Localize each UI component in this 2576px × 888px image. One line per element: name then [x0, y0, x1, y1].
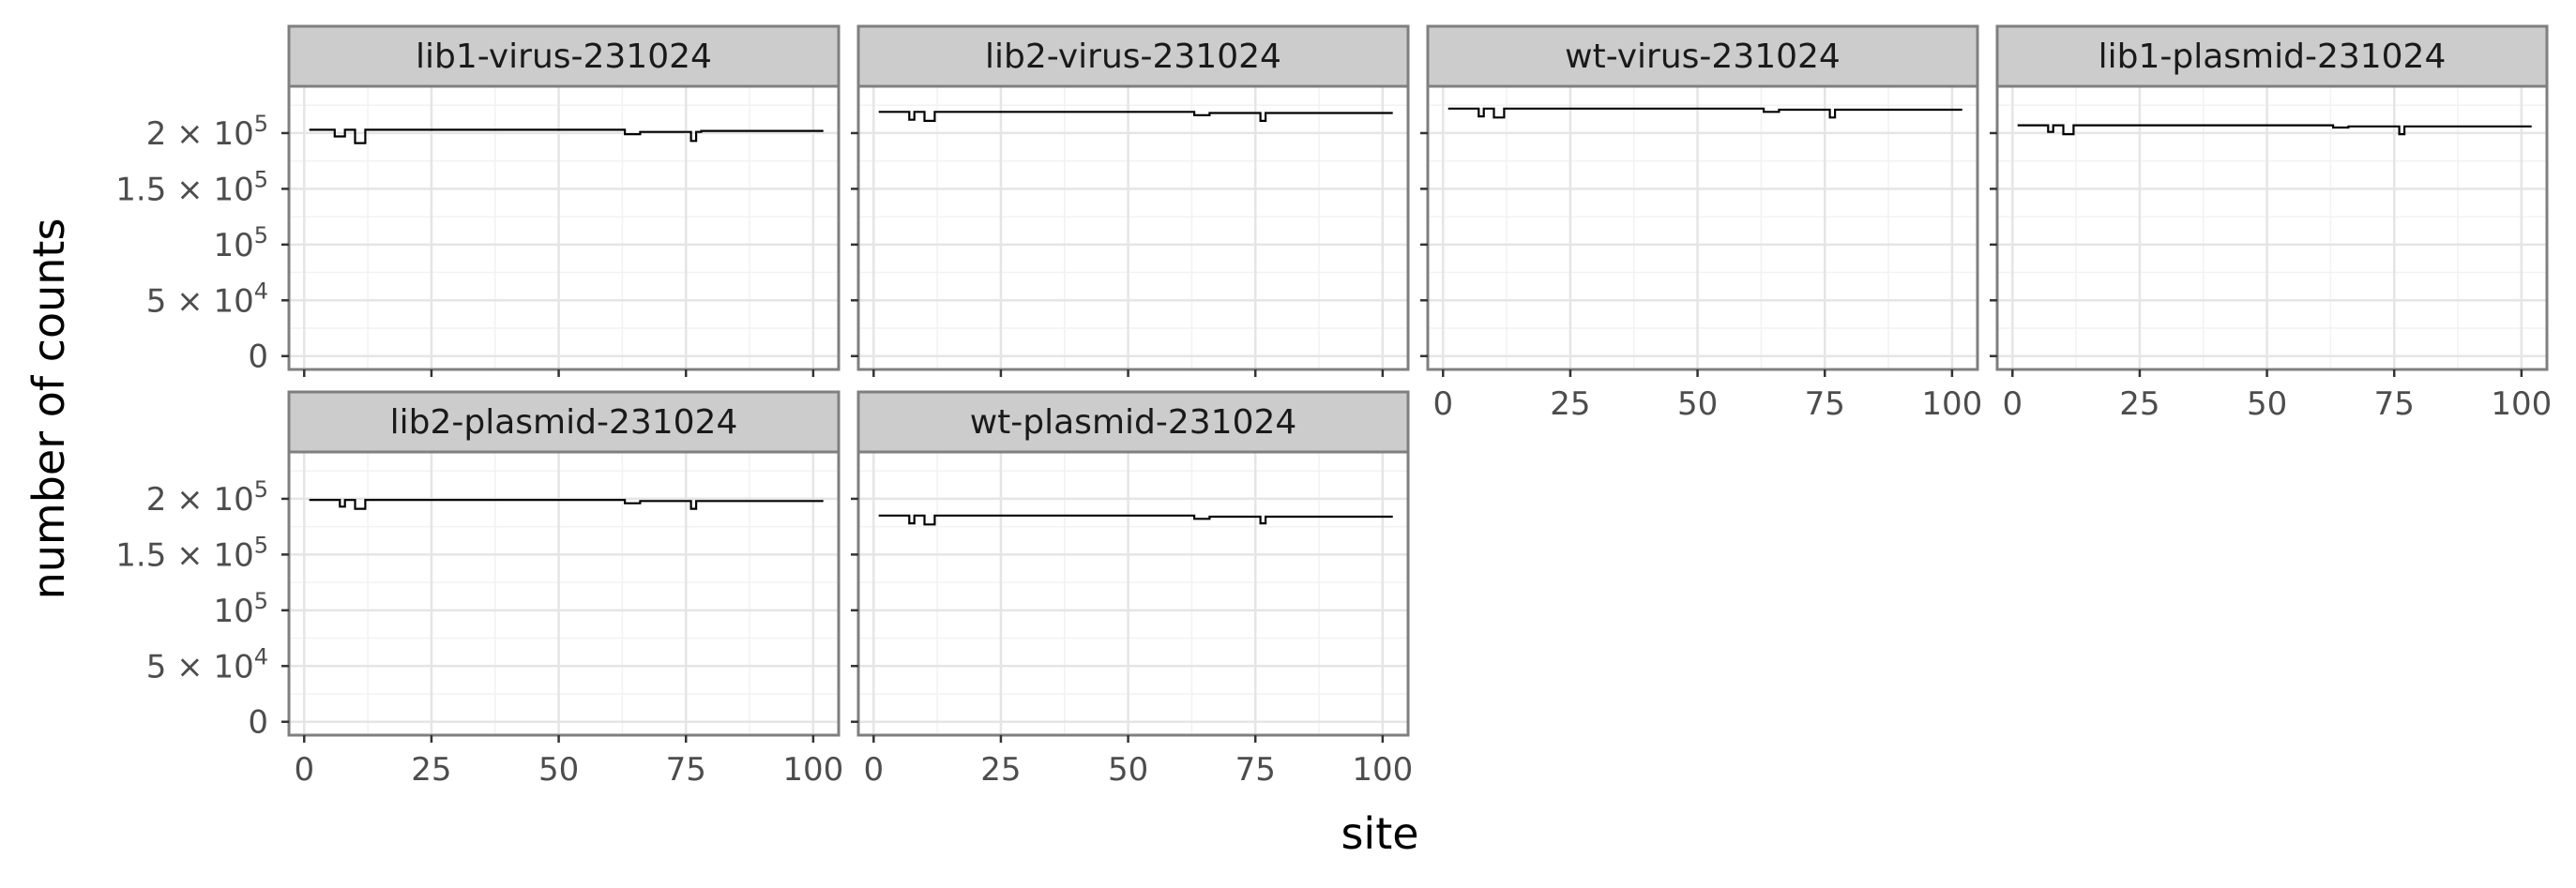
x-tick-label: 75 — [2374, 385, 2415, 423]
panel-border — [1995, 84, 2549, 371]
facet-panel-5: lib2-plasmid-231024 0 5 × 104 105 1.5 × 105 2… — [115, 390, 843, 789]
x-tick-label: 25 — [980, 751, 1021, 789]
panel-border — [856, 450, 1410, 737]
facet-strip-label: wt-plasmid-231024 — [970, 403, 1297, 442]
series-line — [309, 499, 824, 510]
x-tick-label: 75 — [1805, 385, 1845, 423]
y-tick-exponent: 5 — [254, 166, 268, 192]
y-tick-label: 5 × 104 — [146, 278, 268, 320]
y-tick-exponent: 5 — [254, 111, 268, 137]
facet-strip — [1426, 24, 1979, 88]
facet-strip-label: lib1-virus-231024 — [416, 38, 712, 76]
y-tick-label: 5 × 104 — [146, 643, 268, 685]
series-line — [1447, 107, 1962, 119]
x-tick-label: 50 — [1677, 385, 1718, 423]
y-tick-label: 105 — [213, 222, 268, 264]
facet-panel-2: lib2-virus-231024 — [851, 24, 1410, 377]
facet-strip — [287, 390, 841, 454]
x-tick-label: 25 — [2119, 385, 2159, 423]
x-tick-label: 100 — [1352, 751, 1413, 789]
x-tick-label: 100 — [1921, 385, 1982, 423]
panel-border — [1426, 84, 1979, 371]
facet-strip — [287, 24, 841, 88]
y-tick-label: 2 × 105 — [146, 476, 268, 519]
x-tick-label: 0 — [1432, 385, 1453, 423]
facet-strip-label: wt-virus-231024 — [1565, 38, 1841, 76]
facet-panel-4: lib1-plasmid-231024 0 25 50 75 100 — [1990, 24, 2552, 423]
plot-background — [1428, 86, 1977, 369]
x-tick-label: 75 — [1235, 751, 1276, 789]
x-tick-label: 50 — [2247, 385, 2287, 423]
series-line — [2017, 124, 2532, 136]
x-tick-label: 0 — [294, 751, 314, 789]
y-tick-label: 105 — [213, 588, 268, 630]
y-tick-exponent: 5 — [254, 588, 268, 614]
facet-strip-label: lib2-virus-231024 — [985, 38, 1281, 76]
facet-strip-label: lib2-plasmid-231024 — [390, 403, 738, 442]
series-line — [878, 514, 1393, 526]
x-tick-label: 0 — [2002, 385, 2023, 423]
x-tick-label: 50 — [1108, 751, 1148, 789]
y-tick-label: 1.5 × 105 — [115, 532, 268, 574]
y-axis-title: number of counts — [23, 218, 74, 600]
plot-background — [1997, 86, 2547, 369]
y-tick-exponent: 4 — [254, 643, 268, 670]
panel-border — [287, 84, 841, 371]
x-tick-label: 50 — [538, 751, 579, 789]
series-line — [878, 111, 1393, 122]
y-tick-exponent: 4 — [254, 278, 268, 304]
panel-border — [856, 84, 1410, 371]
facet-strip — [1995, 24, 2549, 88]
plot-background — [858, 452, 1408, 735]
x-tick-label: 25 — [411, 751, 451, 789]
facet-panel-3: wt-virus-231024 0 25 50 75 100 — [1420, 24, 1982, 423]
x-tick-label: 100 — [782, 751, 843, 789]
y-tick-exponent: 5 — [254, 222, 268, 248]
y-tick-label: 1.5 × 105 — [115, 166, 268, 208]
y-tick-exponent: 5 — [254, 476, 268, 503]
plot-background — [289, 452, 839, 735]
series-line — [309, 128, 824, 144]
facet-panel-6: wt-plasmid-231024 0 25 50 75 100 — [851, 390, 1413, 789]
y-tick-label: 2 × 105 — [146, 111, 268, 153]
x-axis-title: site — [1341, 808, 1418, 859]
plot-background — [858, 86, 1408, 369]
facet-strip — [856, 24, 1410, 88]
y-tick-label: 0 — [248, 704, 268, 742]
x-tick-label: 0 — [863, 751, 884, 789]
x-tick-label: 75 — [666, 751, 706, 789]
facet-panel-1: lib1-virus-231024 0 5 × 104 105 1.5 × 105 2 ×… — [115, 24, 841, 377]
panel-border — [287, 450, 841, 737]
x-tick-label: 100 — [2491, 385, 2552, 423]
x-tick-label: 25 — [1550, 385, 1590, 423]
y-tick-exponent: 5 — [254, 532, 268, 558]
facet-strip-label: lib1-plasmid-231024 — [2099, 38, 2447, 76]
y-tick-label: 0 — [248, 339, 268, 376]
